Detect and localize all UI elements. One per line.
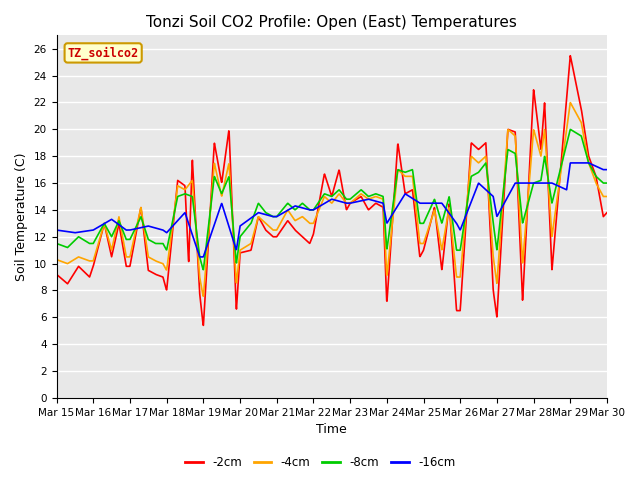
-4cm bbox=[566, 100, 574, 106]
-4cm bbox=[603, 193, 611, 199]
-8cm bbox=[170, 211, 178, 217]
-2cm bbox=[566, 53, 574, 59]
-8cm bbox=[200, 267, 207, 273]
-8cm bbox=[566, 127, 574, 132]
-2cm bbox=[200, 323, 207, 328]
-16cm bbox=[196, 254, 204, 260]
Line: -8cm: -8cm bbox=[56, 130, 607, 270]
-2cm bbox=[429, 212, 436, 217]
-2cm bbox=[84, 273, 92, 278]
-16cm bbox=[52, 227, 60, 233]
-4cm bbox=[259, 218, 267, 224]
-8cm bbox=[280, 204, 288, 210]
-16cm bbox=[429, 200, 436, 206]
-2cm bbox=[280, 223, 288, 229]
-16cm bbox=[280, 209, 288, 215]
-8cm bbox=[259, 206, 267, 212]
-4cm bbox=[170, 211, 178, 216]
-4cm bbox=[429, 213, 436, 219]
-16cm bbox=[170, 222, 178, 228]
Text: TZ_soilco2: TZ_soilco2 bbox=[68, 46, 139, 60]
-2cm bbox=[603, 210, 611, 216]
-4cm bbox=[52, 257, 60, 263]
-4cm bbox=[278, 218, 285, 224]
-16cm bbox=[259, 211, 267, 216]
-8cm bbox=[84, 240, 92, 245]
Line: -16cm: -16cm bbox=[56, 163, 607, 257]
-2cm bbox=[259, 222, 267, 228]
-2cm bbox=[52, 272, 60, 277]
-16cm bbox=[603, 167, 611, 172]
-8cm bbox=[429, 201, 436, 206]
-8cm bbox=[603, 180, 611, 186]
Legend: -2cm, -4cm, -8cm, -16cm: -2cm, -4cm, -8cm, -16cm bbox=[180, 452, 460, 474]
Line: -4cm: -4cm bbox=[56, 103, 607, 296]
-2cm bbox=[278, 227, 285, 233]
-4cm bbox=[84, 257, 92, 263]
-4cm bbox=[280, 214, 288, 219]
-8cm bbox=[278, 208, 285, 214]
-8cm bbox=[52, 240, 60, 246]
-16cm bbox=[567, 160, 575, 166]
-2cm bbox=[170, 214, 178, 219]
-16cm bbox=[278, 211, 285, 217]
Title: Tonzi Soil CO2 Profile: Open (East) Temperatures: Tonzi Soil CO2 Profile: Open (East) Temp… bbox=[147, 15, 517, 30]
-4cm bbox=[200, 293, 207, 299]
X-axis label: Time: Time bbox=[316, 423, 347, 436]
-16cm bbox=[84, 228, 92, 234]
Y-axis label: Soil Temperature (C): Soil Temperature (C) bbox=[15, 152, 28, 281]
Line: -2cm: -2cm bbox=[56, 56, 607, 325]
